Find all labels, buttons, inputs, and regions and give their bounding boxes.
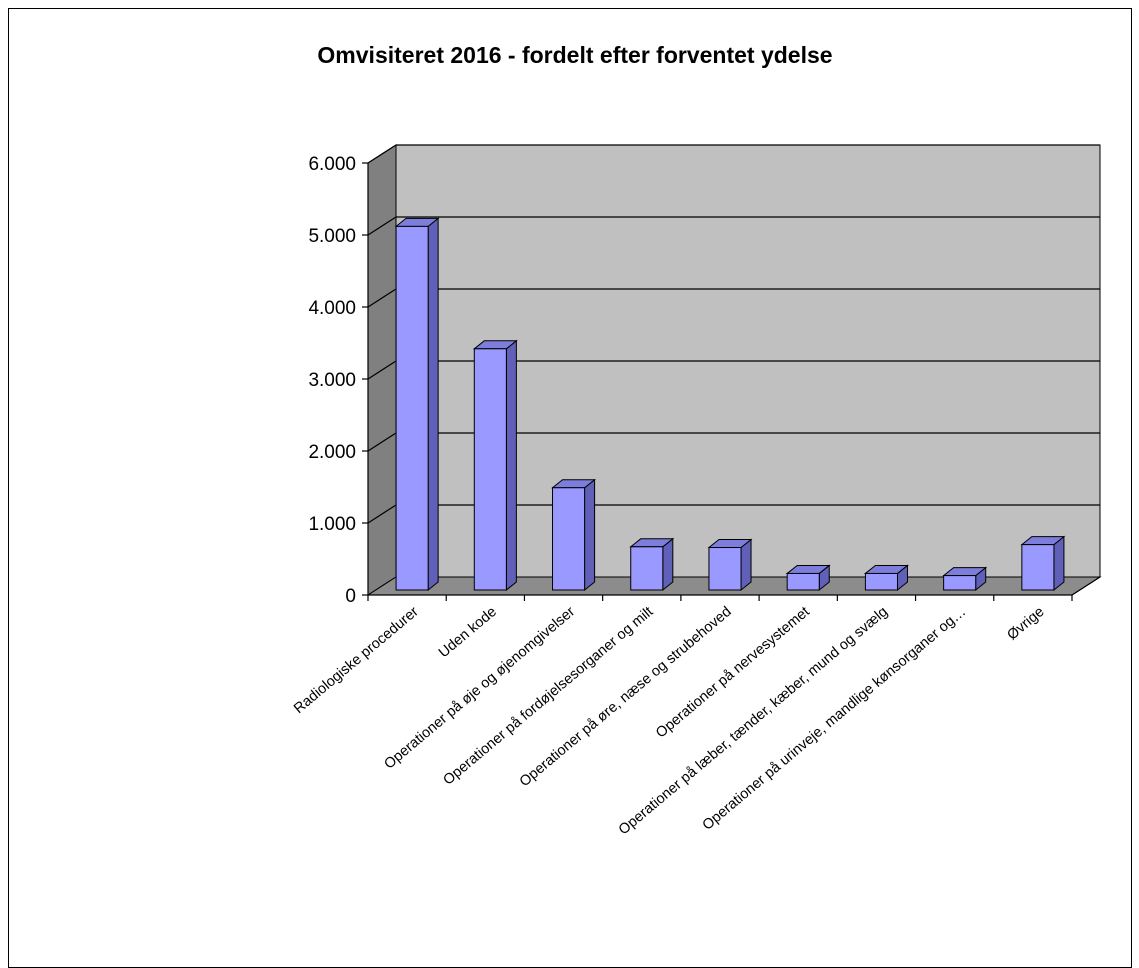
- x-tick-label: Øvrige: [1004, 604, 1047, 644]
- bar-front: [943, 575, 977, 591]
- bar: [1020, 535, 1066, 592]
- bar: [785, 564, 831, 592]
- bar-front: [473, 348, 507, 591]
- bar-side: [427, 217, 439, 592]
- x-tick-label: Operationer på nervesystemet: [653, 604, 813, 742]
- bar-front: [864, 572, 898, 591]
- bar: [551, 478, 597, 592]
- bar-side: [662, 537, 674, 592]
- bar-front: [395, 225, 429, 591]
- bar: [863, 564, 909, 592]
- x-tick-label: Operationer på læber, tænder, kæber, mun…: [616, 604, 891, 839]
- gridline-side: [367, 216, 397, 236]
- y-tick-label: 0: [345, 586, 356, 607]
- gridline-side: [367, 288, 397, 308]
- bar: [707, 538, 753, 592]
- x-tick-label: Uden kode: [436, 604, 500, 661]
- x-tick-label: Operationer på urinveje, mandlige kønsor…: [700, 604, 970, 834]
- bar-front: [708, 547, 742, 591]
- bar-front: [630, 546, 664, 591]
- y-tick-label: 4.000: [308, 298, 356, 319]
- bar-side: [584, 478, 596, 592]
- bar: [472, 339, 518, 592]
- bar: [629, 537, 675, 592]
- y-tick-label: 6.000: [308, 154, 356, 175]
- bar-side: [740, 538, 752, 592]
- y-tick-label: 2.000: [308, 442, 356, 463]
- bar-front: [552, 487, 586, 591]
- bar-side: [505, 339, 517, 592]
- bar-side: [1053, 535, 1065, 592]
- bar-front: [786, 572, 820, 591]
- gridline-side: [367, 360, 397, 380]
- x-tick-label: Radiologiske procedurer: [291, 604, 422, 717]
- x-axis-end: [1071, 576, 1101, 596]
- gridline-side: [367, 432, 397, 452]
- bar-front: [1021, 544, 1055, 591]
- y-tick-label: 5.000: [308, 226, 356, 247]
- gridline-side: [367, 144, 397, 164]
- bar: [942, 566, 988, 592]
- chart-title: Omvisiteret 2016 - fordelt efter forvent…: [317, 42, 833, 68]
- bar: [394, 217, 440, 592]
- y-tick-label: 1.000: [308, 514, 356, 535]
- y-tick-label: 3.000: [308, 370, 356, 391]
- gridline-side: [367, 504, 397, 524]
